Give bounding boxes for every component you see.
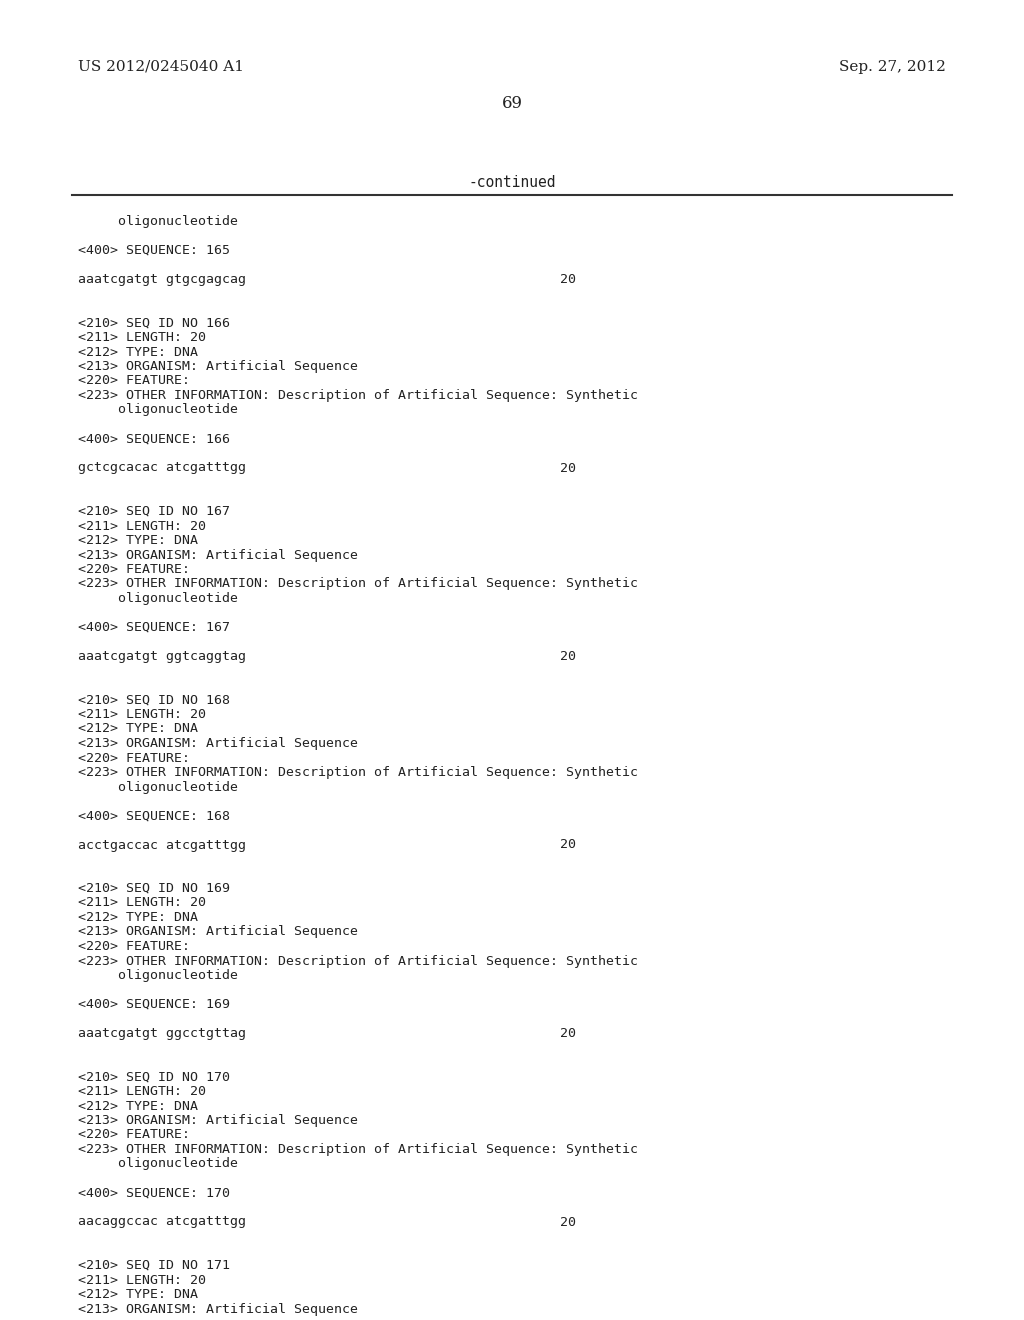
Text: aaatcgatgt ggcctgttag: aaatcgatgt ggcctgttag (78, 1027, 246, 1040)
Text: <210> SEQ ID NO 169: <210> SEQ ID NO 169 (78, 882, 230, 895)
Text: <223> OTHER INFORMATION: Description of Artificial Sequence: Synthetic: <223> OTHER INFORMATION: Description of … (78, 578, 638, 590)
Text: 20: 20 (560, 1027, 575, 1040)
Text: <400> SEQUENCE: 170: <400> SEQUENCE: 170 (78, 1187, 230, 1200)
Text: 20: 20 (560, 649, 575, 663)
Text: <212> TYPE: DNA: <212> TYPE: DNA (78, 1100, 198, 1113)
Text: US 2012/0245040 A1: US 2012/0245040 A1 (78, 59, 244, 74)
Text: <212> TYPE: DNA: <212> TYPE: DNA (78, 722, 198, 735)
Text: <210> SEQ ID NO 167: <210> SEQ ID NO 167 (78, 506, 230, 517)
Text: <212> TYPE: DNA: <212> TYPE: DNA (78, 535, 198, 546)
Text: oligonucleotide: oligonucleotide (78, 1158, 238, 1171)
Text: oligonucleotide: oligonucleotide (78, 404, 238, 417)
Text: <220> FEATURE:: <220> FEATURE: (78, 375, 190, 388)
Text: -continued: -continued (468, 176, 556, 190)
Text: <213> ORGANISM: Artificial Sequence: <213> ORGANISM: Artificial Sequence (78, 925, 358, 939)
Text: <210> SEQ ID NO 168: <210> SEQ ID NO 168 (78, 693, 230, 706)
Text: <220> FEATURE:: <220> FEATURE: (78, 751, 190, 764)
Text: <211> LENGTH: 20: <211> LENGTH: 20 (78, 520, 206, 532)
Text: <211> LENGTH: 20: <211> LENGTH: 20 (78, 331, 206, 345)
Text: <400> SEQUENCE: 165: <400> SEQUENCE: 165 (78, 244, 230, 257)
Text: gctcgcacac atcgatttgg: gctcgcacac atcgatttgg (78, 462, 246, 474)
Text: oligonucleotide: oligonucleotide (78, 215, 238, 228)
Text: <210> SEQ ID NO 171: <210> SEQ ID NO 171 (78, 1259, 230, 1272)
Text: <211> LENGTH: 20: <211> LENGTH: 20 (78, 1085, 206, 1098)
Text: <213> ORGANISM: Artificial Sequence: <213> ORGANISM: Artificial Sequence (78, 1114, 358, 1127)
Text: <220> FEATURE:: <220> FEATURE: (78, 940, 190, 953)
Text: <400> SEQUENCE: 168: <400> SEQUENCE: 168 (78, 809, 230, 822)
Text: 20: 20 (560, 1216, 575, 1229)
Text: <210> SEQ ID NO 170: <210> SEQ ID NO 170 (78, 1071, 230, 1084)
Text: <211> LENGTH: 20: <211> LENGTH: 20 (78, 708, 206, 721)
Text: <211> LENGTH: 20: <211> LENGTH: 20 (78, 1274, 206, 1287)
Text: <400> SEQUENCE: 169: <400> SEQUENCE: 169 (78, 998, 230, 1011)
Text: Sep. 27, 2012: Sep. 27, 2012 (839, 59, 946, 74)
Text: <212> TYPE: DNA: <212> TYPE: DNA (78, 346, 198, 359)
Text: <213> ORGANISM: Artificial Sequence: <213> ORGANISM: Artificial Sequence (78, 737, 358, 750)
Text: <223> OTHER INFORMATION: Description of Artificial Sequence: Synthetic: <223> OTHER INFORMATION: Description of … (78, 766, 638, 779)
Text: aaatcgatgt gtgcgagcag: aaatcgatgt gtgcgagcag (78, 273, 246, 286)
Text: oligonucleotide: oligonucleotide (78, 969, 238, 982)
Text: 20: 20 (560, 462, 575, 474)
Text: <223> OTHER INFORMATION: Description of Artificial Sequence: Synthetic: <223> OTHER INFORMATION: Description of … (78, 1143, 638, 1156)
Text: <213> ORGANISM: Artificial Sequence: <213> ORGANISM: Artificial Sequence (78, 549, 358, 561)
Text: aaatcgatgt ggtcaggtag: aaatcgatgt ggtcaggtag (78, 649, 246, 663)
Text: aacaggccac atcgatttgg: aacaggccac atcgatttgg (78, 1216, 246, 1229)
Text: acctgaccac atcgatttgg: acctgaccac atcgatttgg (78, 838, 246, 851)
Text: <223> OTHER INFORMATION: Description of Artificial Sequence: Synthetic: <223> OTHER INFORMATION: Description of … (78, 389, 638, 403)
Text: <213> ORGANISM: Artificial Sequence: <213> ORGANISM: Artificial Sequence (78, 360, 358, 374)
Text: <212> TYPE: DNA: <212> TYPE: DNA (78, 911, 198, 924)
Text: <220> FEATURE:: <220> FEATURE: (78, 1129, 190, 1142)
Text: 20: 20 (560, 838, 575, 851)
Text: <210> SEQ ID NO 166: <210> SEQ ID NO 166 (78, 317, 230, 330)
Text: 20: 20 (560, 273, 575, 286)
Text: 69: 69 (502, 95, 522, 112)
Text: <400> SEQUENCE: 167: <400> SEQUENCE: 167 (78, 620, 230, 634)
Text: <213> ORGANISM: Artificial Sequence: <213> ORGANISM: Artificial Sequence (78, 1303, 358, 1316)
Text: <223> OTHER INFORMATION: Description of Artificial Sequence: Synthetic: <223> OTHER INFORMATION: Description of … (78, 954, 638, 968)
Text: <400> SEQUENCE: 166: <400> SEQUENCE: 166 (78, 433, 230, 446)
Text: <220> FEATURE:: <220> FEATURE: (78, 564, 190, 576)
Text: oligonucleotide: oligonucleotide (78, 591, 238, 605)
Text: <211> LENGTH: 20: <211> LENGTH: 20 (78, 896, 206, 909)
Text: <212> TYPE: DNA: <212> TYPE: DNA (78, 1288, 198, 1302)
Text: oligonucleotide: oligonucleotide (78, 780, 238, 793)
